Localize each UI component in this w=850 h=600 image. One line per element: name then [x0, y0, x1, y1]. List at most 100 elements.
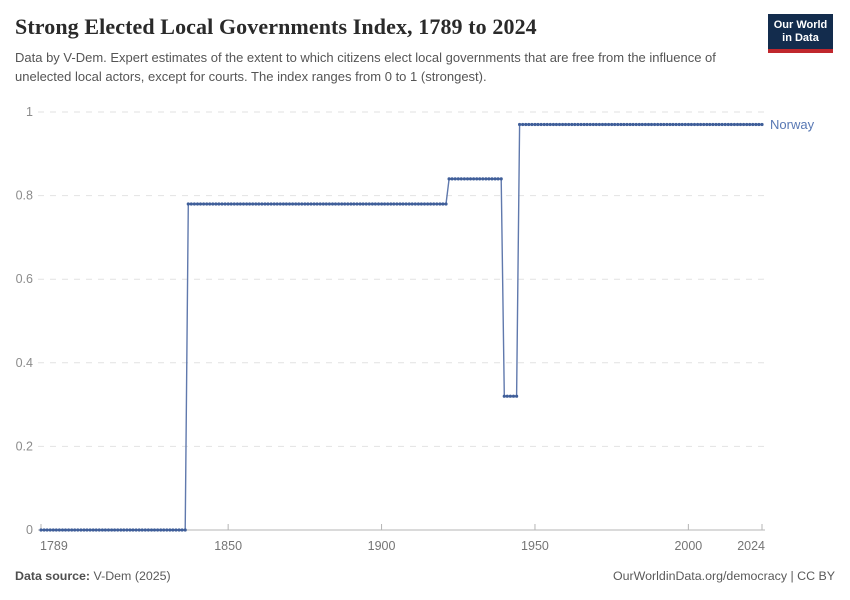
data-point[interactable] [628, 122, 632, 127]
data-point[interactable] [450, 177, 454, 181]
data-point[interactable] [94, 528, 98, 532]
data-point[interactable] [355, 202, 359, 206]
data-point[interactable] [263, 202, 267, 206]
data-point[interactable] [241, 202, 246, 206]
data-point[interactable] [70, 528, 74, 532]
data-point[interactable] [539, 122, 543, 127]
data-point[interactable] [453, 177, 457, 181]
data-point[interactable] [637, 122, 641, 127]
data-point[interactable] [373, 202, 377, 206]
data-point[interactable] [45, 528, 49, 532]
data-point[interactable] [257, 202, 261, 206]
data-point[interactable] [376, 202, 381, 206]
data-point[interactable] [742, 122, 746, 127]
data-point[interactable] [505, 394, 509, 398]
data-point[interactable] [496, 177, 500, 181]
data-point[interactable] [692, 122, 697, 127]
data-point[interactable] [251, 202, 255, 206]
data-point[interactable] [714, 122, 718, 127]
data-point[interactable] [726, 122, 730, 127]
data-point[interactable] [524, 122, 528, 127]
data-point[interactable] [493, 177, 497, 181]
data-point[interactable] [515, 394, 519, 398]
data-point[interactable] [195, 202, 200, 206]
data-point[interactable] [760, 122, 764, 127]
data-point[interactable] [462, 177, 466, 181]
data-point[interactable] [426, 202, 430, 206]
data-point[interactable] [625, 122, 629, 127]
data-point[interactable] [656, 122, 660, 127]
data-point[interactable] [484, 177, 488, 181]
data-point[interactable] [337, 202, 341, 206]
data-point[interactable] [487, 177, 491, 181]
data-point[interactable] [205, 202, 209, 206]
data-point[interactable] [435, 202, 439, 206]
data-point[interactable] [281, 202, 285, 206]
data-point[interactable] [122, 528, 126, 532]
data-point[interactable] [699, 122, 703, 127]
data-point[interactable] [303, 202, 307, 206]
data-point[interactable] [548, 122, 552, 127]
data-point[interactable] [588, 122, 592, 127]
data-point[interactable] [475, 177, 479, 181]
data-point[interactable] [134, 528, 138, 532]
data-point[interactable] [711, 122, 715, 127]
data-point[interactable] [159, 528, 163, 532]
data-point[interactable] [171, 528, 175, 532]
data-point[interactable] [85, 528, 89, 532]
data-point[interactable] [468, 177, 473, 181]
data-point[interactable] [398, 202, 402, 206]
data-point[interactable] [419, 202, 423, 206]
data-point[interactable] [220, 202, 224, 206]
data-point[interactable] [536, 122, 540, 127]
attribution-link[interactable]: OurWorldinData.org/democracy | CC BY [613, 569, 835, 583]
data-point[interactable] [413, 202, 417, 206]
data-point[interactable] [287, 202, 292, 206]
data-point[interactable] [613, 122, 617, 127]
data-point[interactable] [119, 528, 123, 532]
data-point[interactable] [723, 122, 727, 127]
data-point[interactable] [432, 202, 436, 206]
data-point[interactable] [410, 202, 414, 206]
data-point[interactable] [297, 202, 301, 206]
data-point[interactable] [260, 202, 264, 206]
data-point[interactable] [662, 122, 666, 127]
data-point[interactable] [545, 122, 549, 127]
data-point[interactable] [100, 528, 104, 532]
data-point[interactable] [389, 202, 393, 206]
data-point[interactable] [82, 528, 86, 532]
data-point[interactable] [343, 202, 347, 206]
data-point[interactable] [383, 202, 387, 206]
data-point[interactable] [48, 528, 52, 532]
data-point[interactable] [634, 122, 638, 127]
data-point[interactable] [591, 122, 595, 127]
data-point[interactable] [607, 122, 611, 127]
data-point[interactable] [530, 122, 534, 127]
data-point[interactable] [327, 202, 331, 206]
data-point[interactable] [174, 528, 178, 532]
data-point[interactable] [223, 202, 227, 206]
data-point[interactable] [211, 202, 215, 206]
data-point[interactable] [643, 122, 648, 127]
data-point[interactable] [754, 122, 758, 127]
data-point[interactable] [619, 122, 623, 127]
data-point[interactable] [456, 177, 460, 181]
data-point[interactable] [131, 528, 135, 532]
data-point[interactable] [73, 528, 77, 532]
data-point[interactable] [110, 528, 114, 532]
data-point[interactable] [103, 528, 107, 532]
data-point[interactable] [192, 202, 196, 206]
data-point[interactable] [720, 122, 724, 127]
data-point[interactable] [226, 202, 230, 206]
data-point[interactable] [340, 202, 344, 206]
data-point[interactable] [367, 202, 371, 206]
data-point[interactable] [542, 122, 546, 127]
data-point[interactable] [146, 528, 150, 532]
data-point[interactable] [499, 177, 503, 181]
data-point[interactable] [140, 528, 144, 532]
data-point[interactable] [67, 528, 71, 532]
data-point[interactable] [113, 528, 117, 532]
line-chart[interactable]: 0 0.2 0.4 0.6 0.8 1 1789 1850 1900 1950 2000 2024 No… [0, 95, 850, 565]
data-point[interactable] [610, 122, 614, 127]
data-point[interactable] [527, 122, 531, 127]
